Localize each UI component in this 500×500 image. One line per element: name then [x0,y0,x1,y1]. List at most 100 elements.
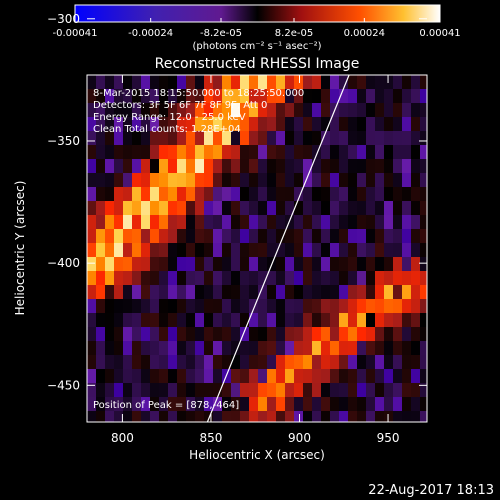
heatmap-cell [249,313,259,328]
heatmap-cell [312,355,322,370]
heatmap-cell [276,383,286,398]
heatmap-cell [330,89,340,104]
heatmap-cell [195,299,205,314]
heatmap-cell [276,369,286,384]
heatmap-cell [150,327,160,342]
heatmap-cell [312,313,322,328]
heatmap-cell [249,159,259,174]
heatmap-cell [249,257,259,272]
heatmap-cell [357,187,367,202]
heatmap-cell [222,117,232,132]
heatmap-cell [339,159,349,174]
heatmap-cell [240,411,250,422]
heatmap-cell [96,257,106,272]
heatmap-cell [258,103,268,118]
heatmap-cell [240,341,250,356]
heatmap-cell [240,201,250,216]
heatmap-cell [348,201,358,216]
heatmap-cell [357,327,367,342]
heatmap-cell [249,341,259,356]
heatmap-cell [222,355,232,370]
heatmap-cell [186,243,196,258]
heatmap-cell [285,411,295,422]
heatmap-cell [402,89,412,104]
heatmap-cell [357,145,367,160]
heatmap-cell [357,341,367,356]
heatmap-cell [402,299,412,314]
heatmap-cell [96,271,106,286]
heatmap-cell [177,89,187,104]
heatmap-cell [348,271,358,286]
heatmap-cell [177,327,187,342]
heatmap-cell [231,327,241,342]
heatmap-cell [267,243,277,258]
heatmap-cell [321,173,331,188]
heatmap-cell [141,243,151,258]
heatmap-cell [240,327,250,342]
heatmap-cell [96,103,106,118]
heatmap-cell [159,159,169,174]
annotation-detectors: Detectors: 3F 5F 6F 7F 8F 9F, Att 0 [93,100,267,111]
heatmap-cell [123,89,133,104]
heatmap-cell [276,131,286,146]
heatmap-cell [321,327,331,342]
heatmap-cell [87,257,97,272]
heatmap-cell [204,117,214,132]
heatmap-cell [132,327,142,342]
colorbar-tick-label: 8.2e-05 [275,28,313,39]
heatmap-cell [231,89,241,104]
heatmap-cell [240,173,250,188]
heatmap-cell [276,117,286,132]
heatmap-cell [132,229,142,244]
heatmap-cell [312,131,322,146]
heatmap-cell [420,411,427,422]
heatmap-cell [411,159,421,174]
heatmap-cell [168,117,178,132]
heatmap-cell [303,243,313,258]
heatmap-cell [240,159,250,174]
heatmap-cell [348,341,358,356]
heatmap-cell [276,397,286,412]
heatmap-cell [177,201,187,216]
heatmap-cell [276,229,286,244]
heatmap-cell [303,383,313,398]
heatmap-cell [411,341,421,356]
heatmap-cell [267,89,277,104]
heatmap-cell [384,355,394,370]
heatmap-cell [114,215,124,230]
heatmap-cell [132,89,142,104]
heatmap-cell [123,187,133,202]
heatmap-cell [402,397,412,412]
heatmap-cell [123,285,133,300]
heatmap-cell [312,341,322,356]
heatmap-cell [276,159,286,174]
heatmap-cell [384,159,394,174]
heatmap-cell [303,313,313,328]
heatmap-cell [132,145,142,160]
heatmap-cell [222,285,232,300]
heatmap-cell [420,187,427,202]
heatmap-cell [213,75,223,90]
y-tick-label: −450 [47,378,80,392]
heatmap-cell [330,355,340,370]
heatmap-cell [258,257,268,272]
y-tick-label: −350 [47,134,80,148]
heatmap-cell [339,215,349,230]
heatmap-cell [231,131,241,146]
heatmap-cell [276,187,286,202]
heatmap-cell [87,327,97,342]
heatmap-cell [150,397,160,412]
heatmap-cell [276,355,286,370]
heatmap-cell [231,75,241,90]
heatmap-cell [258,397,268,412]
heatmap-cell [258,159,268,174]
heatmap-cell [402,285,412,300]
heatmap-cell [96,397,106,412]
heatmap-cell [240,103,250,118]
solar-limb-line [206,74,350,423]
heatmap-cell [312,159,322,174]
heatmap-cell [114,257,124,272]
heatmap-cell [393,271,403,286]
heatmap-cell [339,201,349,216]
heatmap-cell [240,299,250,314]
